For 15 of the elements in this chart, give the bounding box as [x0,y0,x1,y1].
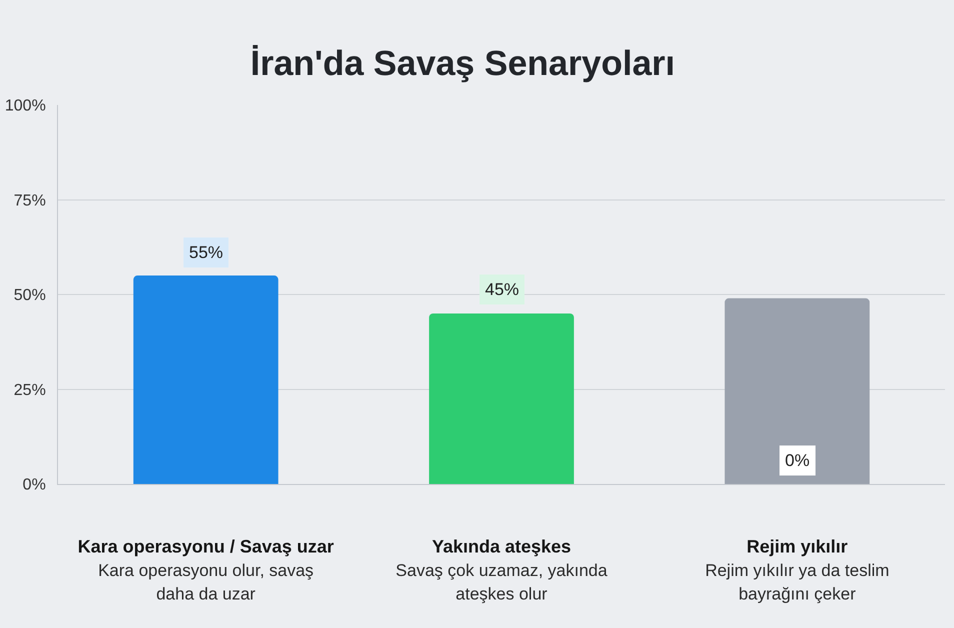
x-tick-label: Kara operasyonu / Savaş uzar Kara operasyonu olur, savaş daha da uzar [78,536,334,604]
data-label: 55% [189,243,224,262]
x-tick-label: Rejim yıkılır Rejim yıkılır ya da teslim bayrağını çeker [705,536,890,604]
chart-title: İran'da Savaş Senaryoları [250,44,676,84]
data-label: 45% [485,280,520,299]
bar [724,298,870,484]
y-tick-label: 75% [14,192,46,210]
y-tick-label: 100% [4,98,46,115]
y-tick-label: 0% [22,476,46,494]
y-tick-label: 50% [14,287,46,304]
annotation: 0% [785,451,810,470]
y-tick-label: 25% [14,382,46,399]
bar [429,313,574,484]
bar [133,276,278,484]
x-tick-label: Yakında ateşkes Savaş çok uzamaz, yakında ateşkes olur [396,536,608,604]
